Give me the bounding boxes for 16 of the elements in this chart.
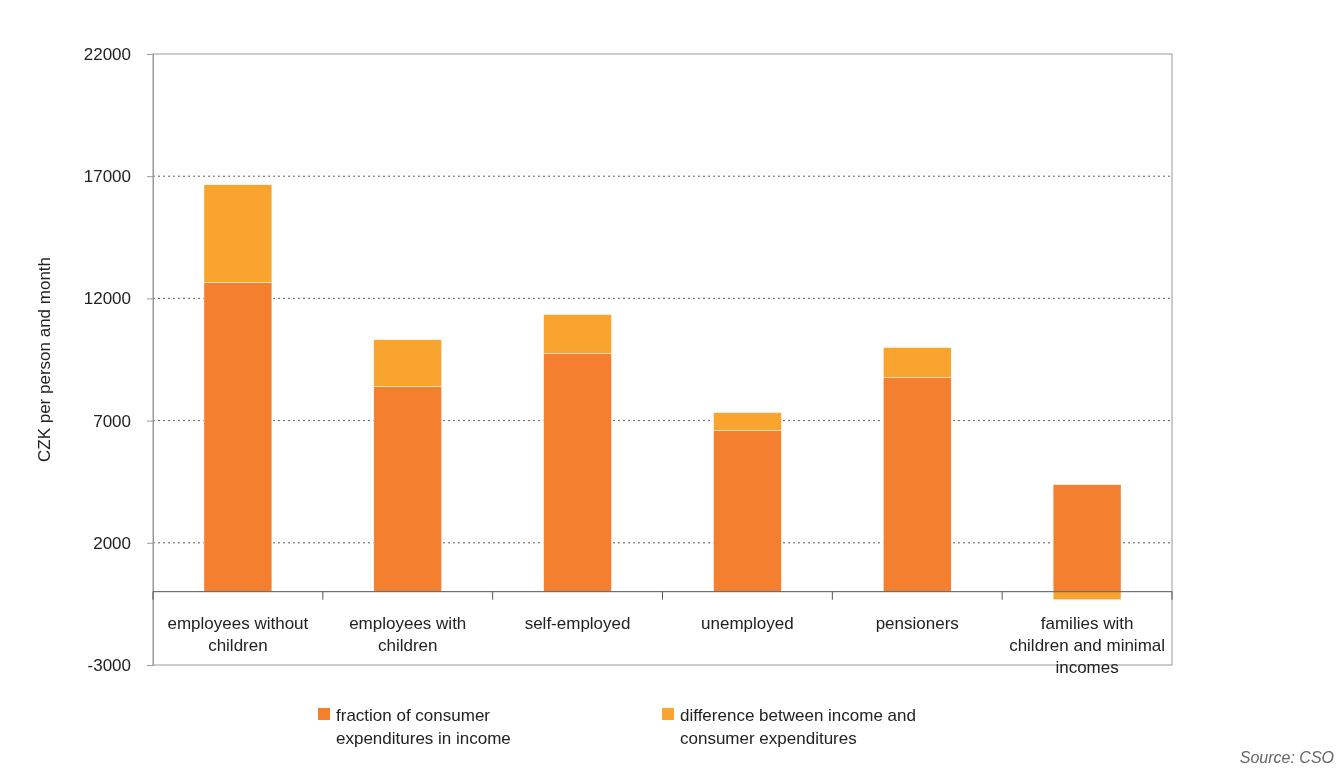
source-note: Source: CSO xyxy=(1239,749,1334,766)
y-axis-title: CZK per person and month xyxy=(35,256,54,463)
y-tick-label: 7000 xyxy=(93,411,131,431)
y-tick-label: -3000 xyxy=(87,655,131,675)
x-tick-label: employees with children xyxy=(349,613,467,655)
x-tick-label: unemployed xyxy=(701,613,794,633)
x-tick-label: families with children and minimal incomes xyxy=(1009,613,1166,677)
y-tick-label: 17000 xyxy=(83,167,131,187)
x-tick-label: employees without children xyxy=(167,613,309,655)
y-tick-label: 22000 xyxy=(83,44,131,64)
x-tick-label: pensioners xyxy=(875,613,959,633)
y-tick-label: 12000 xyxy=(83,289,131,309)
x-tick-label: self-employed xyxy=(524,613,631,633)
legend-label: fraction of consumer expenditures in income xyxy=(336,706,511,748)
legend-label: difference between income and consumer expenditures xyxy=(680,706,916,748)
y-tick-label: 2000 xyxy=(93,533,131,553)
